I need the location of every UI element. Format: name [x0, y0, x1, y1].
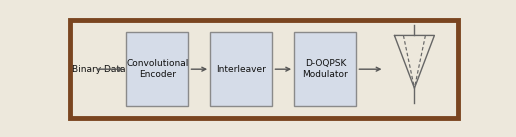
- Text: D-OQPSK
Modulator: D-OQPSK Modulator: [302, 59, 348, 79]
- Bar: [126, 32, 188, 106]
- Bar: [211, 32, 272, 106]
- Text: Convolutional
Encoder: Convolutional Encoder: [126, 59, 189, 79]
- Text: Interleaver: Interleaver: [217, 65, 266, 74]
- Bar: [295, 32, 357, 106]
- Text: Binary Data: Binary Data: [72, 65, 126, 74]
